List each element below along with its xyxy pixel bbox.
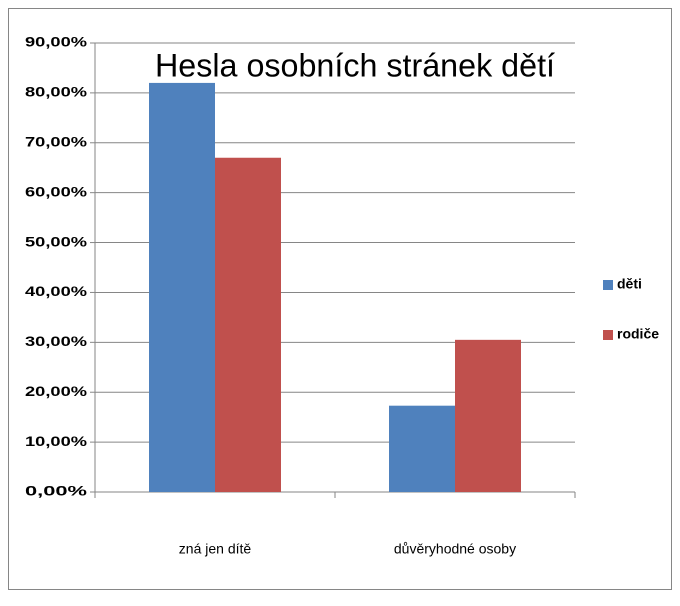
legend-label: rodiče [617, 326, 659, 342]
legend-swatch [603, 330, 613, 340]
bar [455, 339, 521, 492]
y-tick-label: 40,00% [25, 283, 88, 299]
bar [149, 82, 215, 493]
bar [389, 405, 455, 492]
chart-title: Hesla osobních stránek dětí [155, 47, 555, 83]
bar [215, 157, 281, 492]
chart-frame [8, 8, 672, 590]
y-tick-label: 50,00% [25, 233, 88, 249]
y-tick-label: 30,00% [25, 333, 88, 349]
y-tick-label: 60,00% [25, 183, 88, 199]
y-tick-label: 80,00% [25, 84, 88, 100]
y-tick-label: 10,00% [25, 433, 88, 449]
y-tick-label: 90,00% [25, 34, 88, 50]
x-tick-label: důvěryhodné osoby [394, 541, 516, 557]
y-tick-label: 20,00% [25, 383, 88, 399]
legend-label: děti [617, 276, 642, 292]
y-tick-label: 0,00% [25, 483, 88, 499]
y-tick-label: 70,00% [25, 133, 88, 149]
legend-swatch [603, 280, 613, 290]
x-tick-label: zná jen dítě [179, 541, 252, 557]
